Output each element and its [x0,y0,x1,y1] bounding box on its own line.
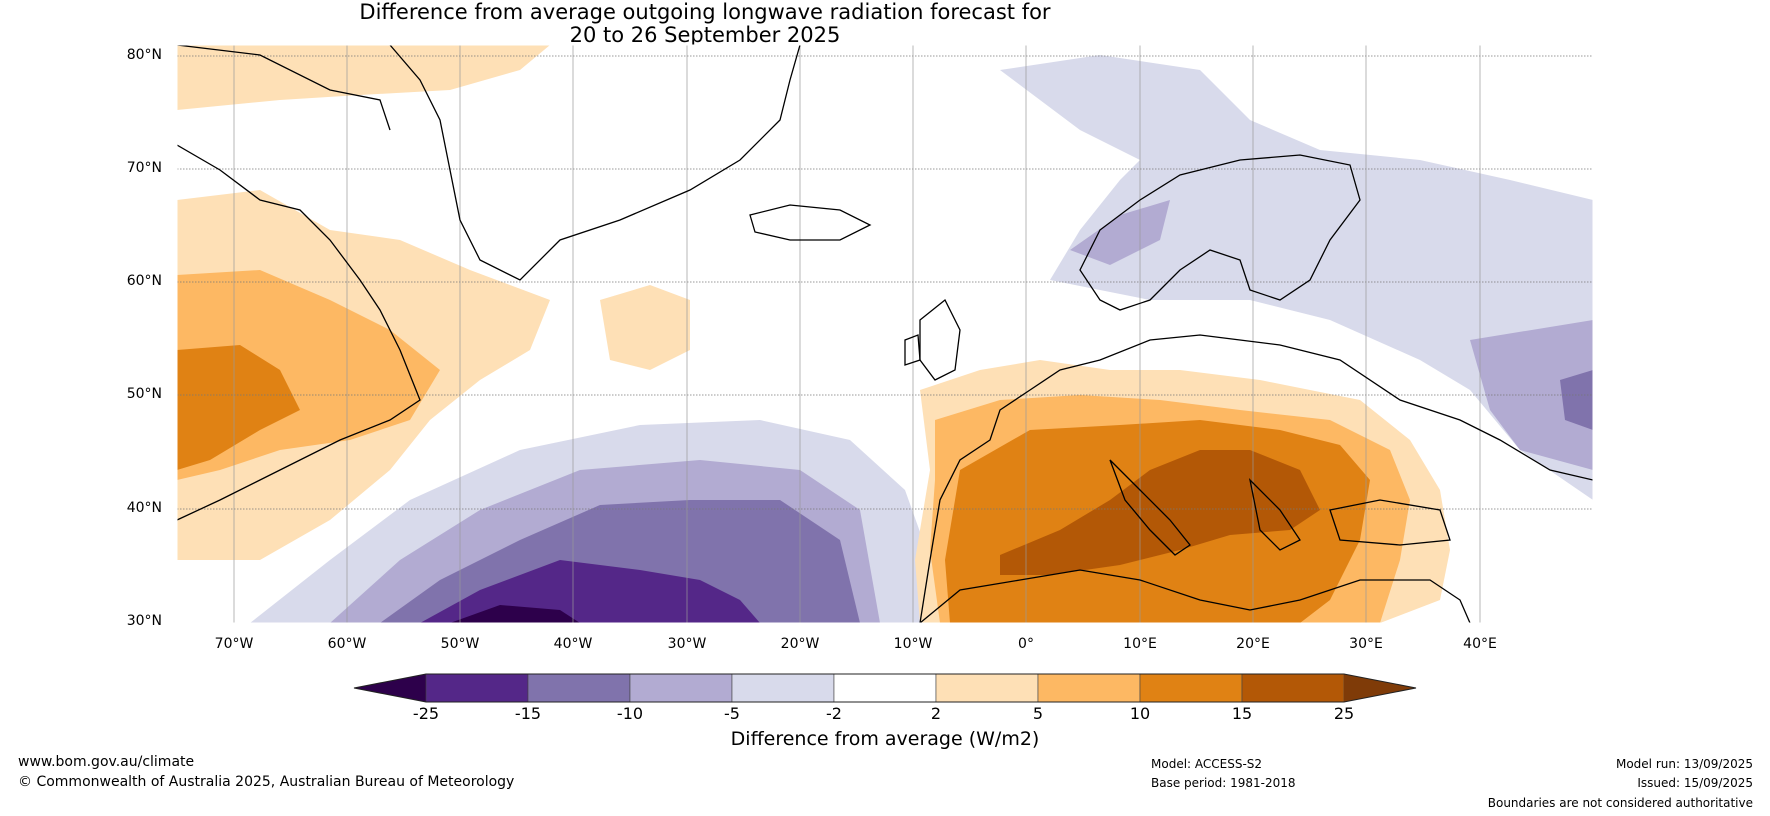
colorbar-tick-label: 10 [1129,704,1151,723]
lat-label-50n: 50°N [126,386,162,402]
chart-subtitle: 20 to 26 September 2025 [569,23,841,47]
coast-scandinavia [1079,154,1361,311]
colorbar-tick-label: 5 [1032,704,1044,723]
disclaimer-text: Boundaries are not considered authoritat… [1487,796,1753,810]
meridians [233,45,1481,623]
colorbar-tick-label: 25 [1333,704,1355,723]
colorbar [353,673,1417,703]
colorbar-tick-label: -10 [616,704,644,723]
lon-label-10w: 10°W [893,636,933,652]
colorbar-title: Difference from average (W/m2) [730,728,1040,750]
lat-label-70n: 70°N [126,160,162,176]
coast-baffin [177,45,391,131]
colorbar-extend-high [1344,674,1416,702]
lon-label-30w: 30°W [667,636,707,652]
coast-greece [1248,478,1301,551]
colorbar-tick-label: -15 [514,704,542,723]
colorbar-extend-low [354,674,426,702]
lat-label-60n: 60°N [126,273,162,289]
lon-label-20w: 20°W [780,636,820,652]
coast-ireland [904,334,921,366]
copyright-text: © Commonwealth of Australia 2025, Austra… [18,774,515,790]
website-link[interactable]: www.bom.gov.au/climate [18,754,195,770]
coast-north-america [177,144,421,521]
map-frame [176,44,1594,624]
anomaly-norway-purple [1070,200,1170,265]
coast-iceland [749,204,872,241]
lat-label-40n: 40°N [126,500,162,516]
colorbar-segment [527,673,631,703]
colorbar-segment [1241,673,1345,703]
lon-label-10e: 10°E [1123,636,1157,652]
coast-europe [919,334,1593,623]
colorbar-segment [1037,673,1141,703]
lat-label-80n: 80°N [126,47,162,63]
anomaly-mediterranean-strongest [1000,450,1320,575]
colorbar-tick-label: -5 [724,704,740,723]
coastlines [177,45,1593,623]
anomaly-scandinavia-light [1000,55,1593,500]
lon-label-20e: 20°E [1236,636,1270,652]
chart-title: Difference from average outgoing longwav… [359,0,1051,24]
anomaly-canada-strong [177,345,300,470]
colorbar-segment [425,673,529,703]
issued-text: Issued: 15/09/2025 [1637,776,1753,790]
anomaly-greenland-light [177,45,550,110]
coast-italy [1109,459,1191,556]
colorbar-segment [833,673,937,703]
colorbar-segment [629,673,733,703]
map-plot-area [177,45,1593,623]
colorbar-segment [1139,673,1243,703]
coast-north-africa [919,569,1471,623]
model-text: Model: ACCESS-S2 [1151,757,1263,771]
colorbar-tick-label: -2 [826,704,842,723]
lon-label-40w: 40°W [553,636,593,652]
coast-turkey [1329,499,1451,546]
colorbar-tick-label: -25 [412,704,440,723]
base-period-text: Base period: 1981-2018 [1151,776,1296,790]
colorbar-outline [353,673,1417,703]
anomaly-russia-purple-2 [1560,370,1593,430]
lon-label-50w: 50°W [440,636,480,652]
lat-label-30n: 30°N [126,613,162,629]
coast-greenland [389,45,801,281]
colorbar-segment [731,673,835,703]
lon-label-70w: 70°W [214,636,254,652]
lon-label-30e: 30°E [1349,636,1383,652]
anomaly-atlantic-light [600,285,690,370]
graticule [177,55,1593,510]
lon-label-60w: 60°W [327,636,367,652]
colorbar-tick-label: 15 [1231,704,1253,723]
colorbar-segment [935,673,1039,703]
colorbar-tick-label: 2 [930,704,942,723]
lon-label-40e: 40°E [1463,636,1497,652]
model-run-text: Model run: 13/09/2025 [1615,757,1753,771]
lon-label-0: 0° [1018,636,1034,652]
anomaly-atlantic-purple-5 [450,605,580,623]
